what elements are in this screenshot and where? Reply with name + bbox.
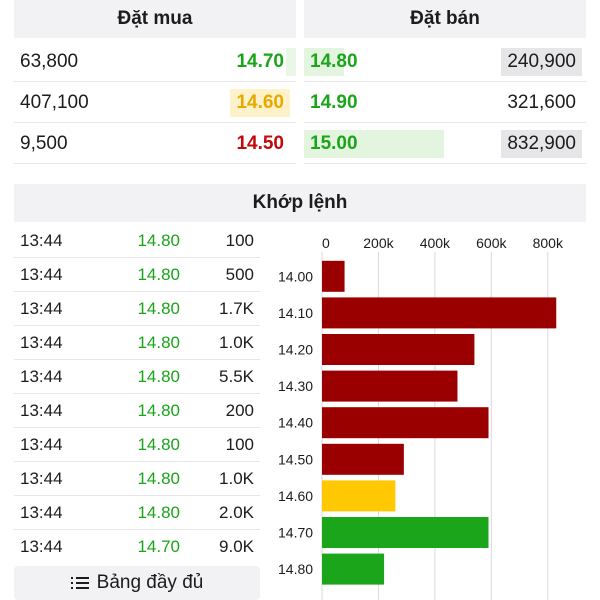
volume-bar[interactable] <box>322 370 458 402</box>
trade-volume: 1.7K <box>219 299 254 318</box>
trade-price: 14.80 <box>137 435 180 454</box>
sell-price[interactable]: 14.90 <box>310 92 358 113</box>
sell-order-row[interactable]: 15.00 832,900 <box>304 124 586 164</box>
trade-row: 13:44 14.80 1.0K <box>14 462 260 496</box>
trade-time: 13:44 <box>20 333 63 352</box>
full-table-label: Bảng đầy đủ <box>96 572 204 593</box>
trade-volume: 1.0K <box>219 333 254 352</box>
trade-row: 13:44 14.80 200 <box>14 394 260 428</box>
buy-volume: 63,800 <box>20 51 79 72</box>
trade-time: 13:44 <box>20 503 63 522</box>
trade-price: 14.80 <box>137 231 180 250</box>
y-tick-label: 14.00 <box>278 268 313 284</box>
trade-volume: 9.0K <box>219 537 254 556</box>
buy-volume: 9,500 <box>20 133 68 154</box>
x-tick-label: 600k <box>476 235 507 251</box>
trade-time: 13:44 <box>20 435 63 454</box>
trade-time: 13:44 <box>20 299 63 318</box>
trade-price: 14.70 <box>137 537 180 556</box>
volume-bar[interactable] <box>322 553 385 585</box>
buy-orders-header: Đặt mua <box>14 0 296 38</box>
full-table-button[interactable]: Bảng đầy đủ <box>14 566 260 600</box>
trade-price: 14.80 <box>137 333 180 352</box>
x-tick-label: 400k <box>420 235 451 251</box>
sell-volume-bar <box>304 48 344 76</box>
sell-price[interactable]: 14.80 <box>310 51 358 72</box>
trade-time: 13:44 <box>20 469 63 488</box>
buy-order-row[interactable]: 407,100 14.60 <box>14 83 296 123</box>
buy-price[interactable]: 14.60 <box>230 89 290 117</box>
trade-row: 13:44 14.80 100 <box>14 428 260 462</box>
y-tick-label: 14.50 <box>278 451 313 467</box>
y-tick-label: 14.30 <box>278 378 313 394</box>
trade-price: 14.80 <box>137 265 180 284</box>
trade-time: 13:44 <box>20 367 63 386</box>
volume-bar[interactable] <box>322 407 489 439</box>
sell-price[interactable]: 15.00 <box>310 133 358 154</box>
trade-row: 13:44 14.70 9.0K <box>14 530 260 564</box>
trade-volume: 1.0K <box>219 469 254 488</box>
trade-time: 13:44 <box>20 265 63 284</box>
trade-volume: 200 <box>225 401 254 420</box>
volume-bar[interactable] <box>322 334 475 365</box>
trade-volume: 5.5K <box>219 367 254 386</box>
trade-price: 14.80 <box>137 503 180 522</box>
trade-price: 14.80 <box>137 469 180 488</box>
sell-volume: 240,900 <box>501 48 582 76</box>
y-tick-label: 14.40 <box>278 415 313 431</box>
trade-row: 13:44 14.80 100 <box>14 224 260 258</box>
volume-bar[interactable] <box>322 517 489 548</box>
sell-order-row[interactable]: 14.90 321,600 <box>304 83 586 123</box>
y-tick-label: 14.80 <box>278 561 313 577</box>
trade-price: 14.80 <box>137 367 180 386</box>
buy-order-row[interactable]: 9,500 14.50 <box>14 124 296 164</box>
volume-bar[interactable] <box>322 297 557 329</box>
trade-row: 13:44 14.80 1.7K <box>14 292 260 326</box>
list-icon <box>70 576 89 590</box>
sell-orders-header: Đặt bán <box>304 0 586 38</box>
y-tick-label: 14.10 <box>278 305 313 321</box>
volume-bar[interactable] <box>322 480 396 512</box>
buy-volume-bar <box>286 48 296 76</box>
trade-time: 13:44 <box>20 537 63 556</box>
trade-volume: 100 <box>225 231 254 250</box>
x-tick-label: 200k <box>363 235 394 251</box>
volume-by-price-chart: 0 200k 400k 600k 800k 14.00 14.10 14.20 14.30 14.… <box>278 235 564 600</box>
trade-row: 13:44 14.80 5.5K <box>14 360 260 394</box>
trade-volume: 2.0K <box>219 503 254 522</box>
matched-orders-header: Khớp lệnh <box>14 184 586 222</box>
trade-volume: 500 <box>225 265 254 284</box>
y-tick-label: 14.70 <box>278 525 313 541</box>
sell-volume: 832,900 <box>501 130 582 158</box>
volume-bar[interactable] <box>322 260 345 292</box>
trade-row: 13:44 14.80 2.0K <box>14 496 260 530</box>
trade-row: 13:44 14.80 500 <box>14 258 260 292</box>
trade-row: 13:44 14.80 1.0K <box>14 326 260 360</box>
buy-volume: 407,100 <box>20 92 89 113</box>
trade-price: 14.80 <box>137 299 180 318</box>
sell-volume-bar <box>304 130 444 158</box>
trade-time: 13:44 <box>20 401 63 420</box>
y-tick-label: 14.20 <box>278 342 313 358</box>
trade-price: 14.80 <box>137 401 180 420</box>
x-tick-label: 800k <box>533 235 564 251</box>
sell-volume: 321,600 <box>507 92 576 113</box>
sell-order-row[interactable]: 14.80 240,900 <box>304 42 586 82</box>
buy-price[interactable]: 14.70 <box>236 51 284 72</box>
trade-time: 13:44 <box>20 231 63 250</box>
y-tick-label: 14.60 <box>278 488 313 504</box>
trade-volume: 100 <box>225 435 254 454</box>
buy-order-row[interactable]: 63,800 14.70 <box>14 42 296 82</box>
volume-bar[interactable] <box>322 443 404 475</box>
buy-price[interactable]: 14.50 <box>236 133 284 154</box>
x-tick-label: 0 <box>322 235 330 251</box>
